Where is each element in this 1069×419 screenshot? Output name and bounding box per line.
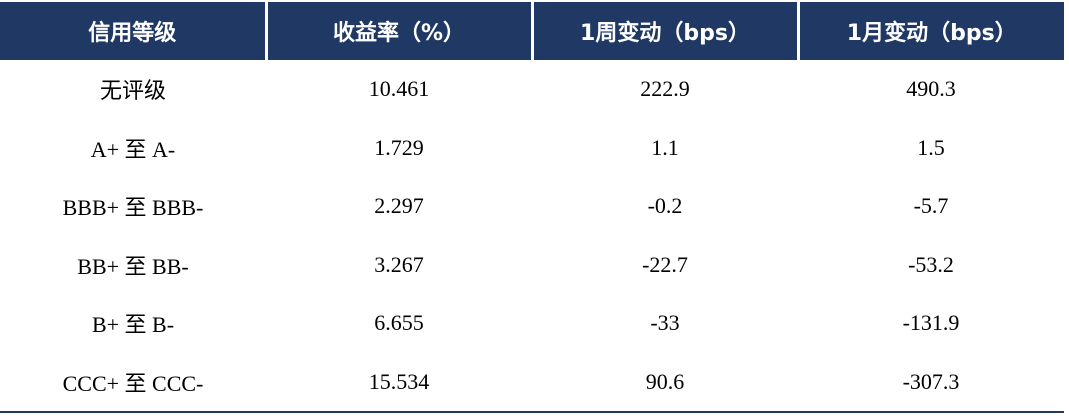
- header-cell: 1月变动（bps）: [796, 2, 1064, 60]
- table-cell: -307.3: [798, 352, 1064, 413]
- table-cell: 15.534: [266, 352, 532, 413]
- table-row: CCC+ 至 CCC- 15.534 90.6 -307.3: [0, 352, 1064, 413]
- table-cell: -131.9: [902, 310, 960, 336]
- header-row: 信用等级 收益率（%） 1周变动（bps） 1月变动（bps）: [0, 2, 1064, 60]
- table-cell: -53.2: [908, 251, 954, 277]
- table-cell: 90.6: [532, 352, 798, 413]
- table-container: 信用等级 收益率（%） 1周变动（bps） 1月变动（bps） 无评级 10.461 22…: [0, 2, 1064, 413]
- table-cell: 1.1: [651, 134, 679, 160]
- table-cell: 2.297: [374, 193, 424, 219]
- header-cell: 收益率（%）: [264, 2, 532, 60]
- table-cell: A+ 至 A-: [90, 136, 176, 162]
- table-cell: B+ 至 B-: [91, 312, 175, 338]
- table-cell: 222.9: [640, 76, 690, 102]
- table-row: BB+ 至 BB- 3.267 -22.7 -53.2: [0, 236, 1064, 295]
- table-cell: 490.3: [906, 76, 956, 102]
- table-cell: -33: [650, 310, 680, 336]
- rating-table: 信用等级 收益率（%） 1周变动（bps） 1月变动（bps） 无评级 10.461 22…: [0, 2, 1064, 413]
- table-cell: 无评级: [99, 78, 166, 104]
- table-cell: 3.267: [374, 251, 424, 277]
- table-cell: 10.461: [368, 76, 430, 102]
- table-cell: -22.7: [642, 251, 688, 277]
- table-cell: 1.5: [917, 134, 945, 160]
- header-cell: 信用等级: [0, 2, 266, 60]
- table-row: B+ 至 B- 6.655 -33 -131.9: [0, 294, 1064, 353]
- header-cell: 1周变动（bps）: [530, 2, 798, 60]
- table-cell: CCC+ 至 CCC-: [0, 352, 266, 413]
- table-cell: 1.729: [374, 134, 424, 160]
- table-cell: -0.2: [647, 193, 683, 219]
- table-cell: BB+ 至 BB-: [77, 253, 189, 279]
- table-header: 信用等级 收益率（%） 1周变动（bps） 1月变动（bps）: [0, 2, 1064, 60]
- table-row: BBB+ 至 BBB- 2.297 -0.2 -5.7: [0, 177, 1064, 236]
- table-row: A+ 至 A- 1.729 1.1 1.5: [0, 119, 1064, 178]
- table-row: 无评级 10.461 222.9 490.3: [0, 60, 1064, 119]
- table-cell: -5.7: [913, 193, 949, 219]
- table-body: 无评级 10.461 222.9 490.3 A+ 至 A- 1.729 1.1 1.5 BBB…: [0, 60, 1064, 413]
- table-cell: 6.655: [374, 310, 424, 336]
- table-cell: BBB+ 至 BBB-: [62, 195, 204, 221]
